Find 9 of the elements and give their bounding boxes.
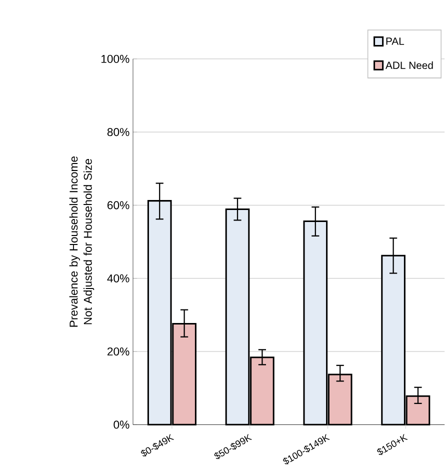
y-tick-label: 100% xyxy=(102,54,130,63)
y-tick-label: 0% xyxy=(114,420,130,429)
y-tick-label: 40% xyxy=(107,274,130,282)
y-tick-label: 60% xyxy=(108,201,130,210)
legend-label: PAL xyxy=(386,38,404,45)
y-axis-title: Prevalence by Household Income Not Adjusted for Household Size xyxy=(70,156,94,327)
legend-label: ADL Need xyxy=(386,61,434,70)
y-tick-label: 80% xyxy=(108,128,130,136)
y-tick-label: 20% xyxy=(108,347,130,356)
